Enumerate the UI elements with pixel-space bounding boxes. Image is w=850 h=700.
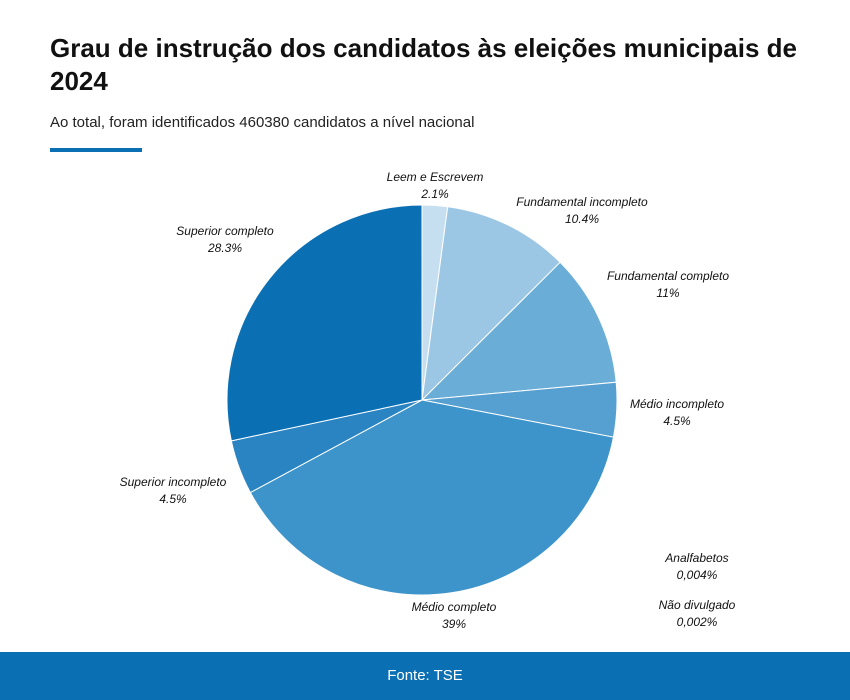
slice-value-label: 0,004%	[677, 568, 718, 582]
slice-value-label: 10.4%	[565, 212, 599, 226]
pie-slice	[249, 399, 615, 596]
chart-subtitle: Ao total, foram identificados 460380 can…	[50, 114, 475, 131]
slice-label: Médio completo	[412, 600, 497, 614]
pie-slice	[420, 261, 617, 401]
slice-label: Leem e Escrevem	[387, 170, 484, 184]
pie-slice	[421, 206, 561, 402]
slice-value-label: 39%	[442, 617, 466, 631]
slice-label: Analfabetos	[664, 551, 728, 565]
slice-value-label: 2.1%	[420, 187, 449, 201]
slice-label: Fundamental completo	[607, 269, 729, 283]
slice-label: Superior completo	[176, 224, 274, 238]
slice-value-label: 4.5%	[663, 414, 691, 428]
chart: Leem e Escrevem 2.1% Fundamental incomplet…	[120, 170, 736, 631]
slice-value-label: 4.5%	[159, 492, 187, 506]
slice-label: Fundamental incompleto	[516, 195, 648, 209]
pie-slice	[226, 204, 423, 442]
slice-value-label: 0,002%	[677, 615, 718, 629]
slice-value-label: 28.3%	[207, 241, 242, 255]
slice-label: Médio incompleto	[630, 397, 724, 411]
slice-value-label: 11%	[656, 286, 679, 300]
slice-label: Não divulgado	[659, 598, 736, 612]
accent-rule	[50, 148, 142, 152]
slice-label: Superior incompleto	[120, 475, 227, 489]
chart-title: Grau de instrução dos candidatos às elei…	[50, 33, 798, 96]
source: Fonte: TSE	[0, 652, 850, 700]
